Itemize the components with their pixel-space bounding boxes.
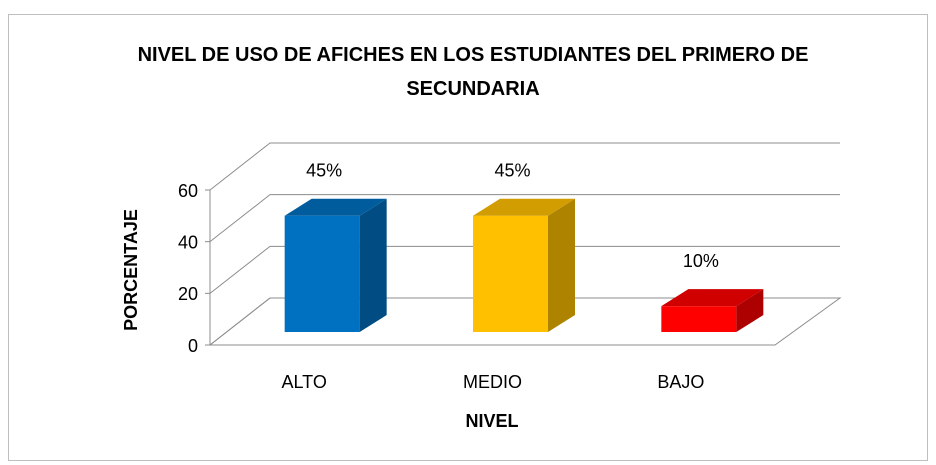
bar-side: [359, 198, 387, 332]
x-tick-label: ALTO: [281, 372, 326, 392]
data-label: 45%: [494, 161, 530, 181]
y-axis-label: PORCENTAJE: [121, 209, 141, 331]
y-tick-label: 0: [188, 336, 198, 356]
data-label: 10%: [683, 251, 719, 271]
x-tick-label: BAJO: [657, 372, 704, 392]
x-axis-label: NIVEL: [465, 411, 518, 431]
bar: [284, 215, 360, 332]
y-tick-label: 20: [178, 284, 198, 304]
bar-top: [661, 289, 764, 307]
chart-title: NIVEL DE USO DE AFICHES EN LOS ESTUDIANT…: [137, 44, 809, 100]
bar: [473, 215, 548, 332]
y-tick-label: 60: [178, 181, 198, 201]
bar-top: [284, 198, 387, 216]
grid-line: [209, 245, 840, 294]
grid-line: [209, 194, 840, 243]
bar-side: [548, 198, 575, 332]
data-label: 45%: [306, 161, 342, 181]
chart-border: [8, 14, 928, 461]
y-tick-label: 40: [178, 232, 198, 252]
grid-line: [209, 142, 840, 191]
bar: [661, 306, 737, 332]
bar-side: [736, 289, 764, 332]
grid-line: [209, 297, 840, 346]
bar-top: [473, 198, 575, 216]
x-tick-label: MEDIO: [463, 372, 522, 392]
